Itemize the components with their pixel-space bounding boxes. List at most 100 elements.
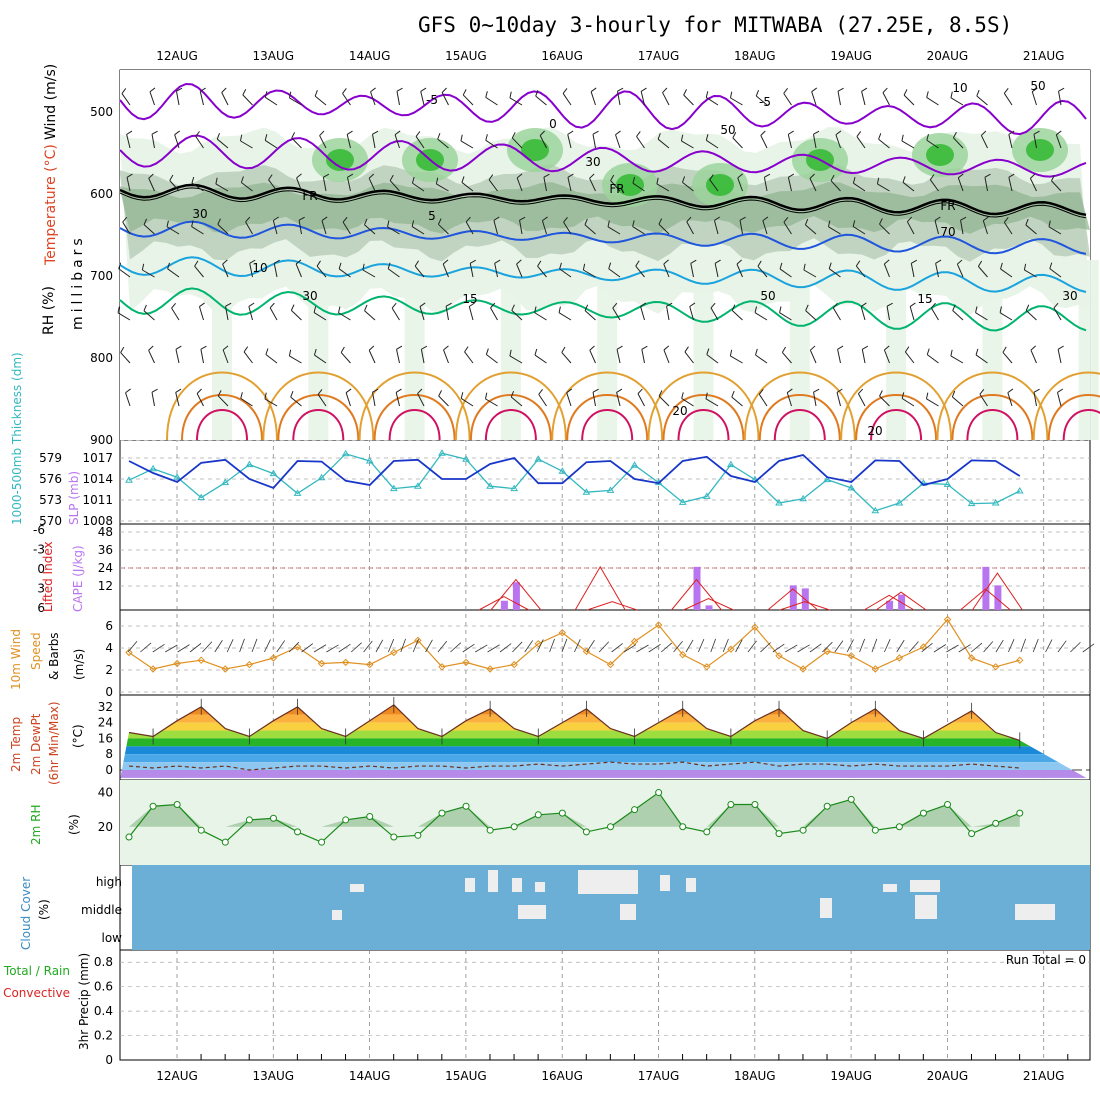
wind-barb (681, 176, 694, 192)
barb-shaft (364, 310, 376, 321)
barb-flag (291, 132, 296, 139)
barb-flag (632, 176, 636, 184)
wind-barb (437, 218, 449, 235)
barb-shaft (812, 134, 817, 149)
wind-barb (464, 346, 474, 364)
surface-wind-barb (859, 638, 866, 653)
cloud-gap (915, 895, 937, 919)
surface-wind-barb (586, 640, 595, 653)
barb-shaft (779, 268, 792, 278)
surface-wind-barb (189, 643, 202, 653)
barb-flag (222, 259, 228, 265)
wind-barb (976, 89, 988, 106)
barb-flag (414, 260, 419, 267)
barb-shaft (511, 137, 523, 149)
li-tick: 3 (37, 582, 45, 596)
wind-barb (541, 216, 548, 235)
wind-barb (539, 130, 547, 149)
barb-flag (372, 130, 379, 135)
barb-shaft (519, 220, 523, 235)
barb-shaft (657, 138, 670, 149)
barb-flag (1025, 304, 1030, 311)
barb-shaft (787, 177, 792, 192)
surface-wind-barb (797, 644, 810, 653)
barb-shaft (442, 263, 449, 278)
wind-barb (656, 177, 670, 192)
rh-point (631, 806, 639, 814)
barb-flag (394, 130, 401, 136)
barb-shaft (126, 177, 131, 192)
barb-shaft (637, 393, 645, 407)
precip-tick: 0.4 (94, 1004, 113, 1018)
barb-shaft (396, 91, 400, 106)
wind-barb (566, 388, 573, 407)
barb-shaft (758, 394, 768, 407)
barb-flag (781, 346, 787, 353)
barb-shaft (610, 180, 621, 192)
barb-flag (739, 216, 746, 221)
barb-shaft (828, 268, 841, 278)
thickness-point (726, 460, 735, 468)
barb-shaft (852, 226, 866, 235)
wind-barb (295, 259, 302, 278)
temp-band (120, 706, 1090, 715)
barb-flag (143, 218, 148, 225)
barb-shaft (984, 177, 988, 192)
barb-flag (757, 260, 762, 267)
barb-shaft (468, 306, 474, 321)
barb-flag (810, 345, 816, 351)
wind-barb (714, 259, 721, 278)
barb-flag (534, 348, 538, 356)
barb-shaft (658, 223, 670, 235)
barb-flag (435, 177, 439, 185)
surface-wind-barb (202, 641, 213, 653)
barb-flag (167, 262, 170, 269)
rh-point (703, 828, 711, 836)
temp-legend: 2m Temp 2m DewPt (6hr Min/Max) (°C) (9, 702, 85, 786)
barb-flag (1051, 174, 1055, 181)
barb-shaft (225, 306, 229, 321)
wind-barb (143, 304, 155, 321)
contour-25 (662, 394, 745, 441)
barb-flag (240, 176, 244, 183)
rh-point (968, 830, 976, 838)
contour-30 (581, 409, 634, 441)
barb-shaft (1000, 268, 1013, 278)
barb-flag (641, 345, 648, 350)
cloud-level-middle: middle (81, 903, 122, 917)
wind-barb (338, 306, 351, 321)
barb-flag (370, 87, 376, 93)
bottom-day-label: 12AUG (156, 1069, 198, 1083)
barb-flag (537, 260, 542, 267)
wind-barb (999, 306, 1013, 321)
slp-line (128, 454, 1021, 490)
wind-barb (615, 130, 621, 149)
top-day-label: 14AUG (349, 49, 391, 63)
thickness-point (967, 499, 976, 507)
chart-marks (117, 70, 1100, 950)
barb-flag (729, 349, 733, 357)
barb-flag (461, 176, 465, 183)
pressure-tick-label: 500 (90, 105, 113, 119)
wind-barb (151, 130, 158, 149)
wind-barb (319, 130, 327, 149)
wind-barb (460, 392, 474, 407)
barb-flag (465, 216, 471, 223)
rh-blob-core (926, 144, 954, 166)
wind-barb (837, 87, 844, 106)
rh-blob-core (1026, 139, 1054, 161)
wind-barb (610, 174, 621, 192)
barb-flag (317, 389, 323, 395)
barb-shaft (757, 265, 768, 278)
wind-barb (883, 259, 890, 278)
barb-shaft (640, 91, 645, 106)
wind-barb (617, 87, 624, 106)
barb-shaft (592, 134, 596, 149)
rh-point (607, 823, 614, 831)
barb-flag (314, 90, 318, 97)
barb-flag (338, 306, 341, 313)
wind-barb (710, 302, 719, 321)
temp-line (128, 704, 1020, 741)
wind-barb (1003, 88, 1013, 106)
top-day-label: 18AUG (734, 49, 776, 63)
